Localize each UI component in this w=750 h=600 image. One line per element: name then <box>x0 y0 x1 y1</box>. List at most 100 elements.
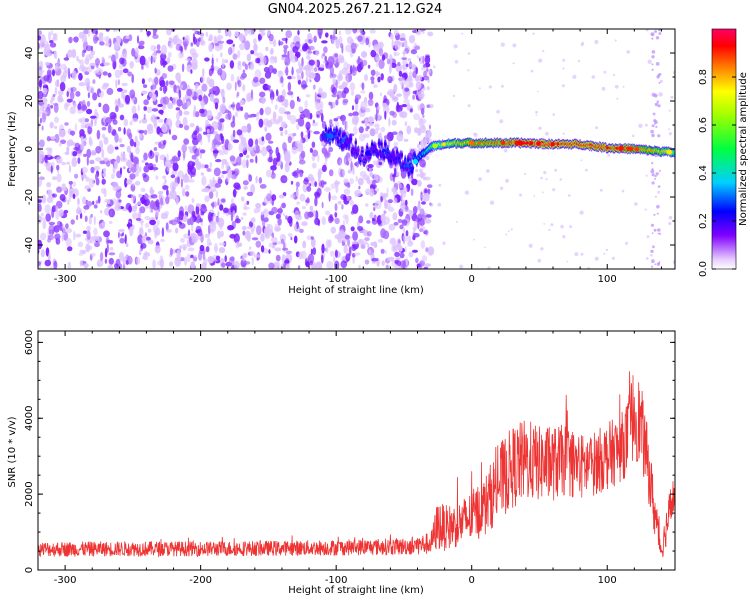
ridge-blob <box>501 140 506 146</box>
noise-speck <box>246 191 254 197</box>
noise-speck <box>67 199 70 205</box>
noise-speck <box>142 255 149 261</box>
noise-speck <box>249 250 255 256</box>
noise-speck <box>127 71 133 77</box>
noise-speck <box>176 99 183 107</box>
noise-speck <box>93 215 96 226</box>
noise-speck <box>329 72 334 79</box>
noise-speck <box>320 91 327 99</box>
noise-speck <box>208 43 213 52</box>
noise-speck <box>147 239 154 245</box>
noise-speck <box>215 255 221 260</box>
noise-speck <box>161 44 167 55</box>
noise-speck <box>284 111 291 115</box>
noise-speck <box>49 99 54 104</box>
noise-speck <box>54 133 60 143</box>
noise-speck <box>373 160 377 165</box>
noise-speck <box>147 127 154 135</box>
noise-speck <box>166 57 171 64</box>
noise-speck <box>183 40 188 51</box>
noise-speck <box>242 180 249 186</box>
noise-speck <box>344 29 352 35</box>
noise-speck <box>282 177 287 181</box>
noise-speck <box>86 100 91 107</box>
noise-speck <box>204 164 209 169</box>
noise-speck <box>49 42 57 48</box>
noise-speck <box>261 97 266 105</box>
noise-speck <box>345 44 352 53</box>
noise-speck <box>355 161 360 168</box>
noise-speck <box>348 246 352 257</box>
noise-speck <box>380 126 386 133</box>
noise-speck <box>367 164 374 169</box>
noise-speck <box>365 127 369 132</box>
noise-speck <box>406 125 412 135</box>
noise-speck <box>346 77 349 85</box>
noise-speck <box>225 113 231 120</box>
noise-speck <box>407 63 415 68</box>
noise-speck <box>658 261 661 263</box>
noise-speck <box>86 108 93 115</box>
noise-speck <box>230 211 234 222</box>
noise-speck <box>285 263 290 269</box>
noise-speck <box>248 138 254 148</box>
noise-speck <box>83 153 87 157</box>
noise-speck <box>376 61 379 68</box>
noise-speck <box>152 31 157 36</box>
noise-speck <box>61 187 68 192</box>
noise-speck <box>89 159 95 165</box>
noise-speck <box>655 172 659 176</box>
ridge-blob <box>536 141 541 146</box>
noise-speck <box>276 89 279 97</box>
noise-speck <box>220 198 226 203</box>
noise-speck <box>542 50 545 53</box>
noise-speck <box>139 40 145 46</box>
noise-speck <box>45 213 51 222</box>
noise-speck <box>645 29 649 32</box>
noise-speck <box>48 221 56 226</box>
noise-speck <box>255 138 259 146</box>
noise-speck <box>364 74 368 82</box>
noise-speck <box>105 117 112 125</box>
noise-speck <box>213 243 218 251</box>
noise-speck <box>281 121 287 129</box>
noise-speck <box>412 235 416 241</box>
noise-speck <box>269 55 276 64</box>
noise-speck <box>107 123 112 134</box>
noise-speck <box>42 219 47 230</box>
noise-speck <box>621 189 625 193</box>
noise-speck <box>115 190 122 199</box>
noise-speck <box>295 51 301 58</box>
noise-speck <box>183 124 190 131</box>
noise-speck <box>305 76 309 84</box>
noise-speck <box>268 64 274 74</box>
noise-speck <box>335 79 338 89</box>
noise-speck <box>179 221 182 225</box>
noise-speck <box>488 85 492 89</box>
noise-speck <box>585 168 588 172</box>
noise-speck <box>95 200 99 204</box>
noise-speck <box>83 263 89 268</box>
noise-speck <box>43 74 50 82</box>
noise-speck <box>282 247 289 251</box>
noise-speck <box>311 264 317 269</box>
noise-speck <box>87 92 90 99</box>
noise-speck <box>44 61 50 66</box>
noise-speck <box>70 219 75 225</box>
noise-speck <box>90 166 95 174</box>
noise-speck <box>38 90 44 100</box>
noise-speck <box>187 229 191 237</box>
noise-speck <box>83 205 90 210</box>
ridge-core <box>407 172 410 176</box>
noise-speck <box>412 249 418 253</box>
noise-speck <box>283 46 287 55</box>
noise-speck <box>376 106 381 110</box>
noise-speck <box>41 97 48 103</box>
noise-speck <box>186 253 191 263</box>
noise-speck <box>300 80 307 90</box>
noise-speck <box>66 90 69 98</box>
noise-speck <box>174 216 180 222</box>
noise-speck <box>306 235 313 241</box>
noise-speck <box>191 52 199 59</box>
snr-plot-area <box>38 331 675 570</box>
